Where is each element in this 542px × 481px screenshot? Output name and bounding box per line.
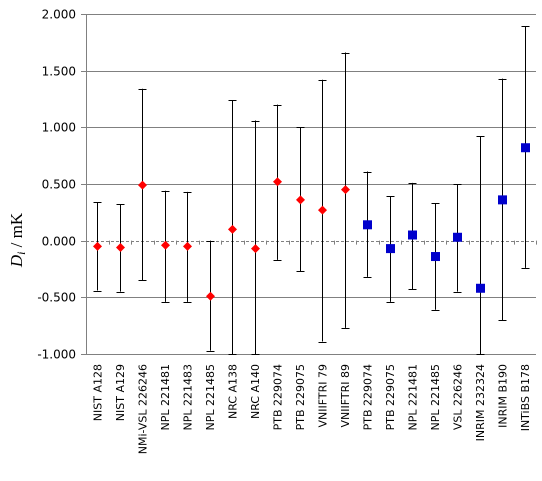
y-axis-title-symbol: D [7, 254, 26, 268]
square-point [408, 230, 417, 240]
y-tick-label: -1.000 [37, 348, 76, 362]
x-tick-label: NRC A138 [226, 364, 239, 419]
diamond-point [251, 244, 260, 254]
diamond-point [138, 180, 147, 190]
x-axis-tick-labels: NIST A128 NIST A129 NMi-VSL 226246 NPL 2214… [91, 364, 532, 454]
x-tick-label: VNIIFTRI 89 [339, 364, 352, 427]
x-tick-label: INTiBS B178 [519, 364, 532, 431]
square-point [453, 232, 462, 242]
diamond-point [161, 240, 170, 250]
x-tick-label: VNIIFTRI 79 [316, 364, 329, 427]
x-tick-label: NPL 221481 [406, 364, 419, 430]
x-tick-label: NPL 221481 [159, 364, 172, 430]
x-tick-label: VSL 226246 [451, 364, 464, 430]
y-axis-title-subscript: i [14, 252, 28, 255]
diamond-point [206, 291, 215, 301]
x-tick-label: PTB 229075 [294, 364, 307, 430]
y-axis-title: Di / mK [7, 212, 28, 268]
x-tick-label: PTB 229074 [361, 364, 374, 430]
y-tick-label: 0.500 [42, 178, 76, 192]
x-tick-label: INRIM B190 [496, 364, 509, 428]
x-tick-label: INRIM 232324 [474, 364, 487, 441]
diamond-point [93, 241, 102, 251]
square-point [363, 220, 372, 230]
diamond-point [318, 205, 327, 215]
diamond-point [183, 241, 192, 251]
x-tick-label: NIST A128 [91, 364, 104, 421]
square-point [521, 143, 530, 153]
gridlines [81, 14, 537, 355]
diamond-point [273, 177, 282, 187]
y-tick-label: -0.500 [37, 291, 76, 305]
y-tick-label: 1.000 [42, 121, 76, 135]
y-tick-label: 2.000 [42, 8, 76, 22]
y-tick-label: 0.000 [42, 235, 76, 249]
diamond-point [228, 224, 237, 234]
x-tick-label: NPL 221485 [204, 364, 217, 430]
diamond-point [296, 195, 305, 205]
diamond-point [116, 242, 125, 252]
square-point [431, 252, 440, 262]
x-tick-label: PTB 229075 [384, 364, 397, 430]
x-tick-label: NRC A140 [249, 364, 262, 419]
x-tick-label: NPL 221485 [429, 364, 442, 430]
square-point [386, 244, 395, 254]
y-axis-title-unit: / mK [7, 212, 26, 251]
x-tick-label: NMi-VSL 226246 [136, 364, 149, 454]
y-tick-label: 1.500 [42, 65, 76, 79]
square-point [476, 283, 485, 293]
y-axis-tick-labels: -1.000 -0.500 0.000 0.500 1.000 1.500 2.000 [37, 8, 76, 362]
square-point [498, 195, 507, 205]
diamond-point [341, 185, 350, 195]
x-tick-label: NIST A129 [114, 364, 127, 421]
data-points [93, 143, 530, 301]
x-tick-label: PTB 229074 [271, 364, 284, 430]
x-tick-label: NPL 221483 [181, 364, 194, 430]
error-bars [93, 26, 530, 355]
